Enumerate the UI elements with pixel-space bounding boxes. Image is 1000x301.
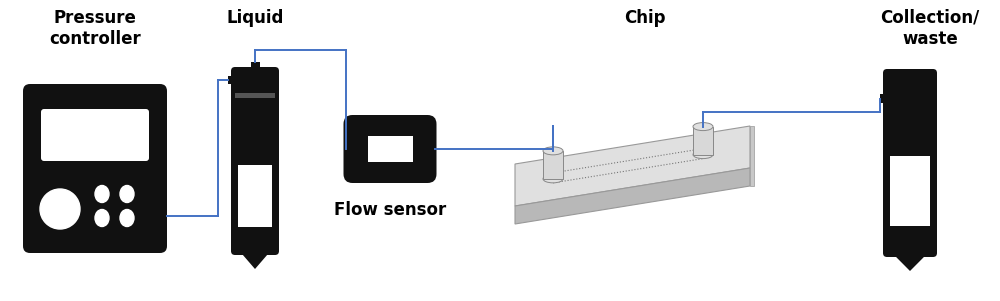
- Bar: [235, 71, 275, 93]
- FancyBboxPatch shape: [231, 67, 279, 255]
- Ellipse shape: [95, 185, 109, 203]
- Ellipse shape: [693, 150, 713, 159]
- FancyBboxPatch shape: [344, 115, 436, 183]
- Text: Flow sensor: Flow sensor: [334, 201, 446, 219]
- Polygon shape: [236, 247, 274, 269]
- Text: Collection/
waste: Collection/ waste: [880, 9, 980, 48]
- Bar: [238, 165, 272, 227]
- Bar: [887, 73, 933, 95]
- Polygon shape: [515, 126, 750, 206]
- Bar: [428, 144, 435, 154]
- Bar: [543, 151, 563, 179]
- FancyBboxPatch shape: [883, 69, 937, 257]
- Bar: [890, 156, 930, 226]
- Bar: [160, 211, 167, 220]
- Polygon shape: [750, 126, 754, 186]
- Bar: [880, 94, 887, 103]
- Text: Pressure
controller: Pressure controller: [49, 9, 141, 48]
- Text: Chip: Chip: [624, 9, 666, 27]
- Text: Liquid: Liquid: [226, 9, 284, 27]
- Bar: [346, 144, 352, 154]
- Bar: [693, 127, 713, 155]
- Ellipse shape: [543, 147, 563, 155]
- Polygon shape: [515, 168, 750, 224]
- Ellipse shape: [543, 175, 563, 183]
- Bar: [368, 136, 413, 162]
- Ellipse shape: [120, 185, 134, 203]
- FancyBboxPatch shape: [41, 109, 149, 161]
- Ellipse shape: [95, 209, 109, 226]
- Bar: [250, 62, 260, 71]
- Circle shape: [40, 189, 80, 229]
- Polygon shape: [888, 249, 932, 271]
- Bar: [228, 76, 235, 84]
- Ellipse shape: [693, 123, 713, 131]
- Bar: [235, 93, 275, 98]
- FancyBboxPatch shape: [23, 84, 167, 253]
- Ellipse shape: [120, 209, 134, 226]
